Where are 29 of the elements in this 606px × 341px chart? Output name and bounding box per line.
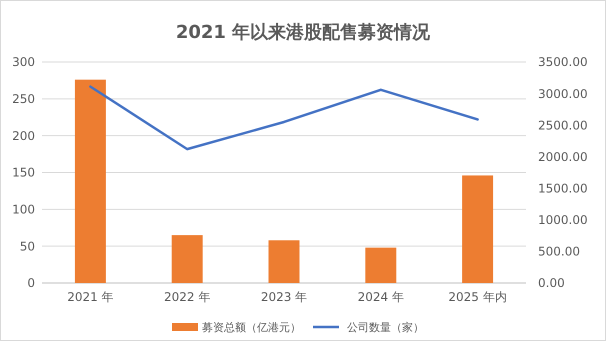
bar (172, 235, 203, 283)
bar (365, 248, 396, 283)
y-tick-label: 150 (12, 166, 35, 180)
x-tick-label: 2024 年 (358, 290, 404, 304)
y2-tick-label: 1500.00 (538, 181, 588, 196)
legend-label: 募资总额（亿港元） (202, 320, 301, 334)
y2-tick-label: 0.00 (538, 276, 565, 290)
y2-tick-label: 3500.00 (538, 55, 588, 70)
bar (462, 175, 494, 283)
line-series (89, 85, 479, 150)
x-tick-label: 2022 年 (164, 290, 210, 304)
y2-tick-label: 2000.00 (538, 150, 588, 164)
y-tick-label: 100 (12, 202, 35, 217)
bar (268, 240, 300, 283)
y-tick-label: 300 (12, 55, 35, 70)
y-tick-label: 0 (27, 276, 35, 290)
x-tick-label: 2021 年 (67, 290, 114, 304)
y-tick-label: 50 (20, 239, 35, 254)
bar (74, 80, 106, 283)
legend-label: 公司数量（家） (347, 320, 424, 334)
y2-tick-label: 3000.00 (538, 86, 588, 101)
y2-tick-label: 500.00 (538, 244, 580, 259)
y-tick-label: 200 (12, 128, 35, 143)
x-tick-label: 2023 年 (260, 290, 308, 304)
y2-tick-label: 1000.00 (538, 213, 588, 228)
y2-tick-label: 2500.00 (538, 118, 588, 132)
x-tick-label: 2025 年内 (448, 290, 507, 304)
y-tick-label: 250 (12, 92, 35, 106)
chart-title: 2021 年以来港股配售募资情况 (176, 22, 432, 43)
